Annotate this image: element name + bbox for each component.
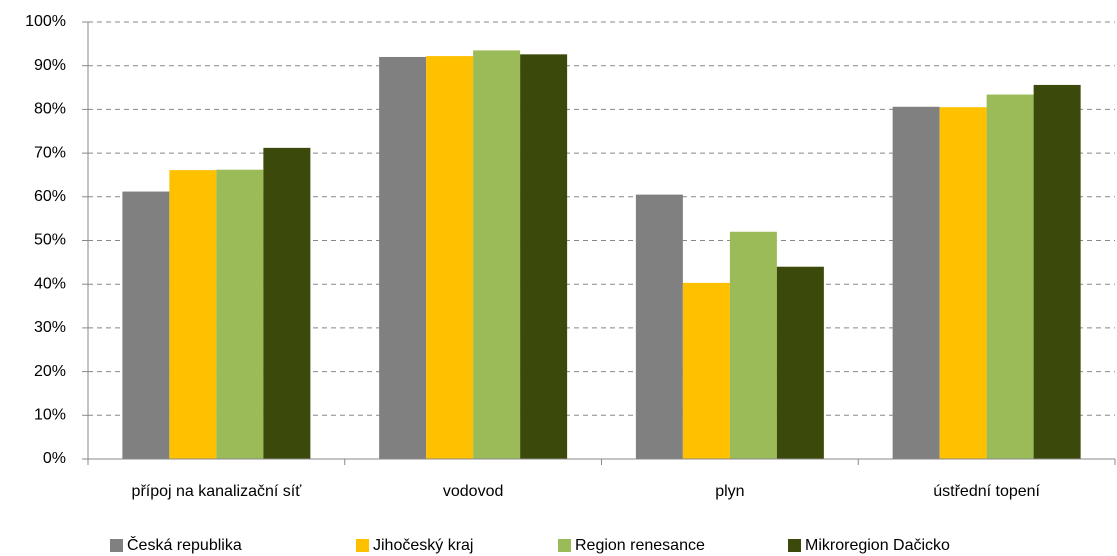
y-tick-label: 0% [43,450,66,467]
x-tick-label: plyn [715,483,744,500]
bar [776,266,824,459]
bar [635,194,683,460]
legend-swatch [110,539,123,552]
legend-label: Jihočeský kraj [373,537,473,554]
bar [473,50,521,459]
bar [729,231,777,459]
y-tick-label: 30% [34,319,66,336]
y-tick-label: 20% [34,363,66,380]
legend-swatch [558,539,571,552]
y-tick-label: 50% [34,232,66,249]
y-tick-label: 70% [34,144,66,161]
bar [892,106,940,459]
bar [263,147,311,459]
bar [986,94,1034,460]
legend-label: Region renesance [575,537,705,554]
bar [379,56,427,460]
bar [122,191,170,459]
bar [426,56,474,459]
x-tick-label: přípoj na kanalizační síť [132,483,303,500]
legend-swatch [356,539,369,552]
bar [520,54,568,459]
legend-label: Mikroregion Dačicko [805,537,950,554]
y-tick-label: 10% [34,407,66,424]
bar [939,107,987,459]
bar [216,169,264,459]
y-tick-label: 40% [34,275,66,292]
x-tick-label: ústřední topení [933,483,1040,500]
bar [1033,84,1081,459]
legend-swatch [788,539,801,552]
bar [169,170,217,459]
x-tick-label: vodovod [443,483,504,500]
y-tick-label: 100% [25,13,66,30]
bar [682,282,730,459]
y-tick-label: 80% [34,101,66,118]
legend-label: Česká republika [127,535,242,554]
y-tick-label: 90% [34,57,66,74]
y-tick-label: 60% [34,188,66,205]
